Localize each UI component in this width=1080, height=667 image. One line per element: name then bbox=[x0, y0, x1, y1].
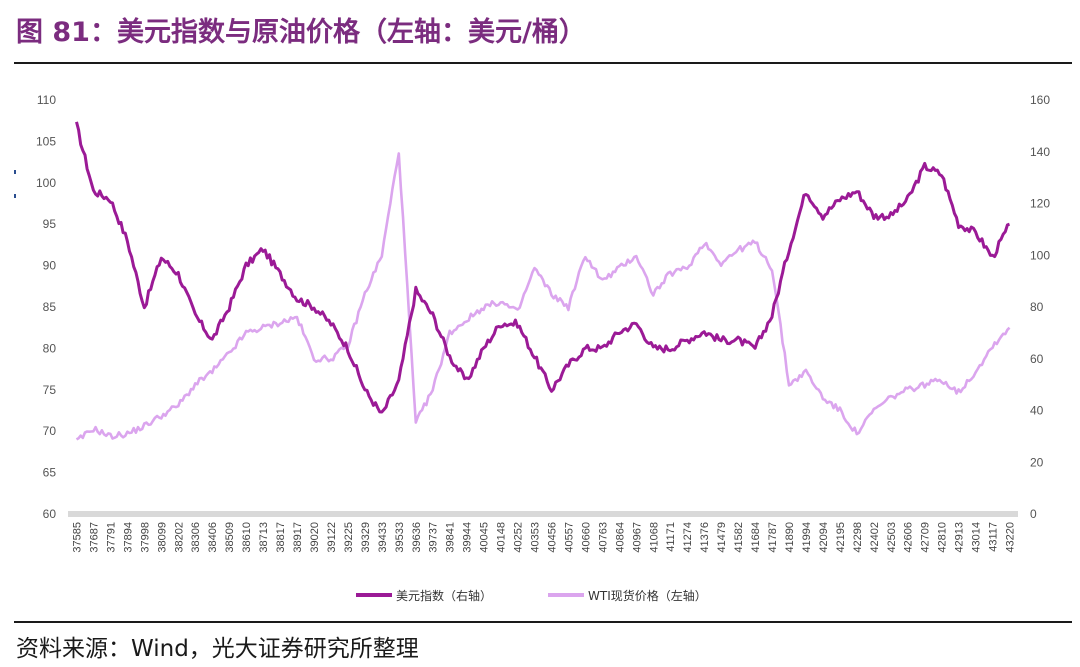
left-tick-label: 105 bbox=[36, 134, 56, 148]
x-tick-label: 42810 bbox=[937, 522, 949, 553]
x-tick-label: 43117 bbox=[988, 522, 1000, 552]
x-tick-label: 42709 bbox=[920, 522, 932, 553]
x-tick-label: 41274 bbox=[682, 522, 694, 553]
x-tick-label: 37585 bbox=[71, 522, 83, 553]
x-tick-label: 41479 bbox=[716, 522, 728, 553]
x-tick-label: 40763 bbox=[597, 522, 609, 553]
right-tick-label: 160 bbox=[1030, 93, 1050, 107]
source-divider bbox=[14, 621, 1072, 623]
x-tick-label: 38917 bbox=[292, 522, 304, 553]
x-tick-label: 40456 bbox=[546, 522, 558, 553]
left-tick-label: 100 bbox=[36, 176, 56, 190]
x-tick-label: 39329 bbox=[360, 522, 372, 553]
x-tick-label: 40660 bbox=[580, 522, 592, 553]
chart: 60 65 70 75 80 85 90 95 100 105 110 0 20 40 60 80 100 12… bbox=[14, 93, 1050, 603]
x-tick-label: 42606 bbox=[903, 522, 915, 553]
x-tick-label: 41582 bbox=[733, 522, 745, 553]
x-tick-label: 42094 bbox=[818, 522, 830, 553]
x-tick-label: 38306 bbox=[190, 522, 202, 553]
x-axis: 37585 37687 37791 37894 37998 38099 38202 38306… bbox=[71, 522, 1016, 553]
x-tick-label: 41684 bbox=[750, 522, 762, 553]
edge-mark bbox=[14, 170, 16, 174]
plot-area bbox=[75, 121, 1011, 441]
x-tick-label: 37998 bbox=[139, 522, 151, 553]
x-tick-label: 41787 bbox=[767, 522, 779, 553]
right-tick-label: 140 bbox=[1030, 145, 1050, 159]
x-tick-label: 38817 bbox=[275, 522, 287, 553]
x-tick-label: 38610 bbox=[241, 522, 253, 553]
x-tick-label: 39020 bbox=[309, 522, 321, 553]
x-tick-label: 37687 bbox=[88, 522, 100, 553]
x-tick-label: 37791 bbox=[105, 522, 117, 553]
right-tick-label: 100 bbox=[1030, 248, 1050, 262]
left-tick-label: 70 bbox=[43, 424, 57, 438]
x-tick-label: 38202 bbox=[173, 522, 185, 553]
x-tick-label: 39841 bbox=[445, 522, 457, 553]
x-tick-label: 43220 bbox=[1005, 522, 1017, 553]
right-tick-label: 40 bbox=[1030, 404, 1044, 418]
x-tick-label: 41890 bbox=[784, 522, 796, 553]
axis-side-marks bbox=[14, 170, 16, 198]
right-tick-label: 20 bbox=[1030, 455, 1044, 469]
x-tick-label: 39225 bbox=[343, 522, 355, 553]
legend: 美元指数（右轴） WTI现货价格（左轴） bbox=[356, 588, 707, 603]
x-tick-label: 39433 bbox=[377, 522, 389, 553]
x-tick-label: 38509 bbox=[224, 522, 236, 553]
legend-label: 美元指数（右轴） bbox=[396, 588, 492, 603]
x-tick-label: 41171 bbox=[665, 522, 677, 552]
x-tick-label: 38713 bbox=[258, 522, 270, 553]
x-tick-label: 38099 bbox=[156, 522, 168, 553]
x-tick-label: 42402 bbox=[869, 522, 881, 553]
x-tick-label: 40864 bbox=[614, 522, 626, 553]
x-tick-label: 41376 bbox=[699, 522, 711, 553]
x-tick-label: 40967 bbox=[631, 522, 643, 553]
x-tick-label: 43014 bbox=[971, 522, 983, 553]
x-tick-label: 37894 bbox=[122, 522, 134, 553]
left-tick-label: 95 bbox=[43, 217, 57, 231]
x-tick-label: 39533 bbox=[394, 522, 406, 553]
x-tick-label: 42913 bbox=[954, 522, 966, 553]
left-tick-label: 75 bbox=[43, 383, 57, 397]
x-tick-label: 40045 bbox=[479, 522, 491, 553]
x-tick-label: 42503 bbox=[886, 522, 898, 553]
x-tick-label: 38406 bbox=[207, 522, 219, 553]
right-axis: 0 20 40 60 80 100 120 140 160 bbox=[1030, 93, 1050, 521]
left-tick-label: 60 bbox=[43, 507, 57, 521]
x-tick-label: 39122 bbox=[326, 522, 338, 553]
x-tick-label: 42298 bbox=[852, 522, 864, 553]
left-tick-label: 110 bbox=[37, 93, 56, 107]
edge-mark bbox=[14, 194, 16, 198]
source-note: 资料来源：Wind，光大证券研究所整理 bbox=[16, 636, 419, 662]
right-tick-label: 80 bbox=[1030, 300, 1044, 314]
left-axis: 60 65 70 75 80 85 90 95 100 105 110 bbox=[36, 93, 56, 521]
x-tick-label: 39636 bbox=[411, 522, 423, 553]
chart-title: 图 81：美元指数与原油价格（左轴：美元/桶） bbox=[16, 17, 586, 48]
x-tick-label: 40353 bbox=[530, 522, 542, 553]
left-tick-label: 90 bbox=[43, 259, 57, 273]
title-divider bbox=[14, 62, 1072, 64]
left-tick-label: 80 bbox=[43, 341, 57, 355]
x-tick-label: 40148 bbox=[496, 522, 508, 553]
x-tick-label: 39944 bbox=[462, 522, 474, 553]
left-tick-label: 65 bbox=[43, 466, 57, 480]
wti-price-line bbox=[75, 152, 1011, 441]
legend-label: WTI现货价格（左轴） bbox=[588, 588, 707, 603]
left-tick-label: 85 bbox=[43, 300, 57, 314]
x-tick-label: 42195 bbox=[835, 522, 847, 553]
x-tick-label: 40252 bbox=[513, 522, 525, 553]
x-tick-label: 41994 bbox=[801, 522, 813, 553]
x-tick-label: 39737 bbox=[428, 522, 440, 553]
right-tick-label: 120 bbox=[1030, 197, 1050, 211]
x-tick-label: 40557 bbox=[563, 522, 575, 553]
right-tick-label: 60 bbox=[1030, 352, 1044, 366]
right-tick-label: 0 bbox=[1030, 507, 1037, 521]
x-tick-label: 41068 bbox=[648, 522, 660, 553]
usd-index-line bbox=[75, 121, 1010, 414]
